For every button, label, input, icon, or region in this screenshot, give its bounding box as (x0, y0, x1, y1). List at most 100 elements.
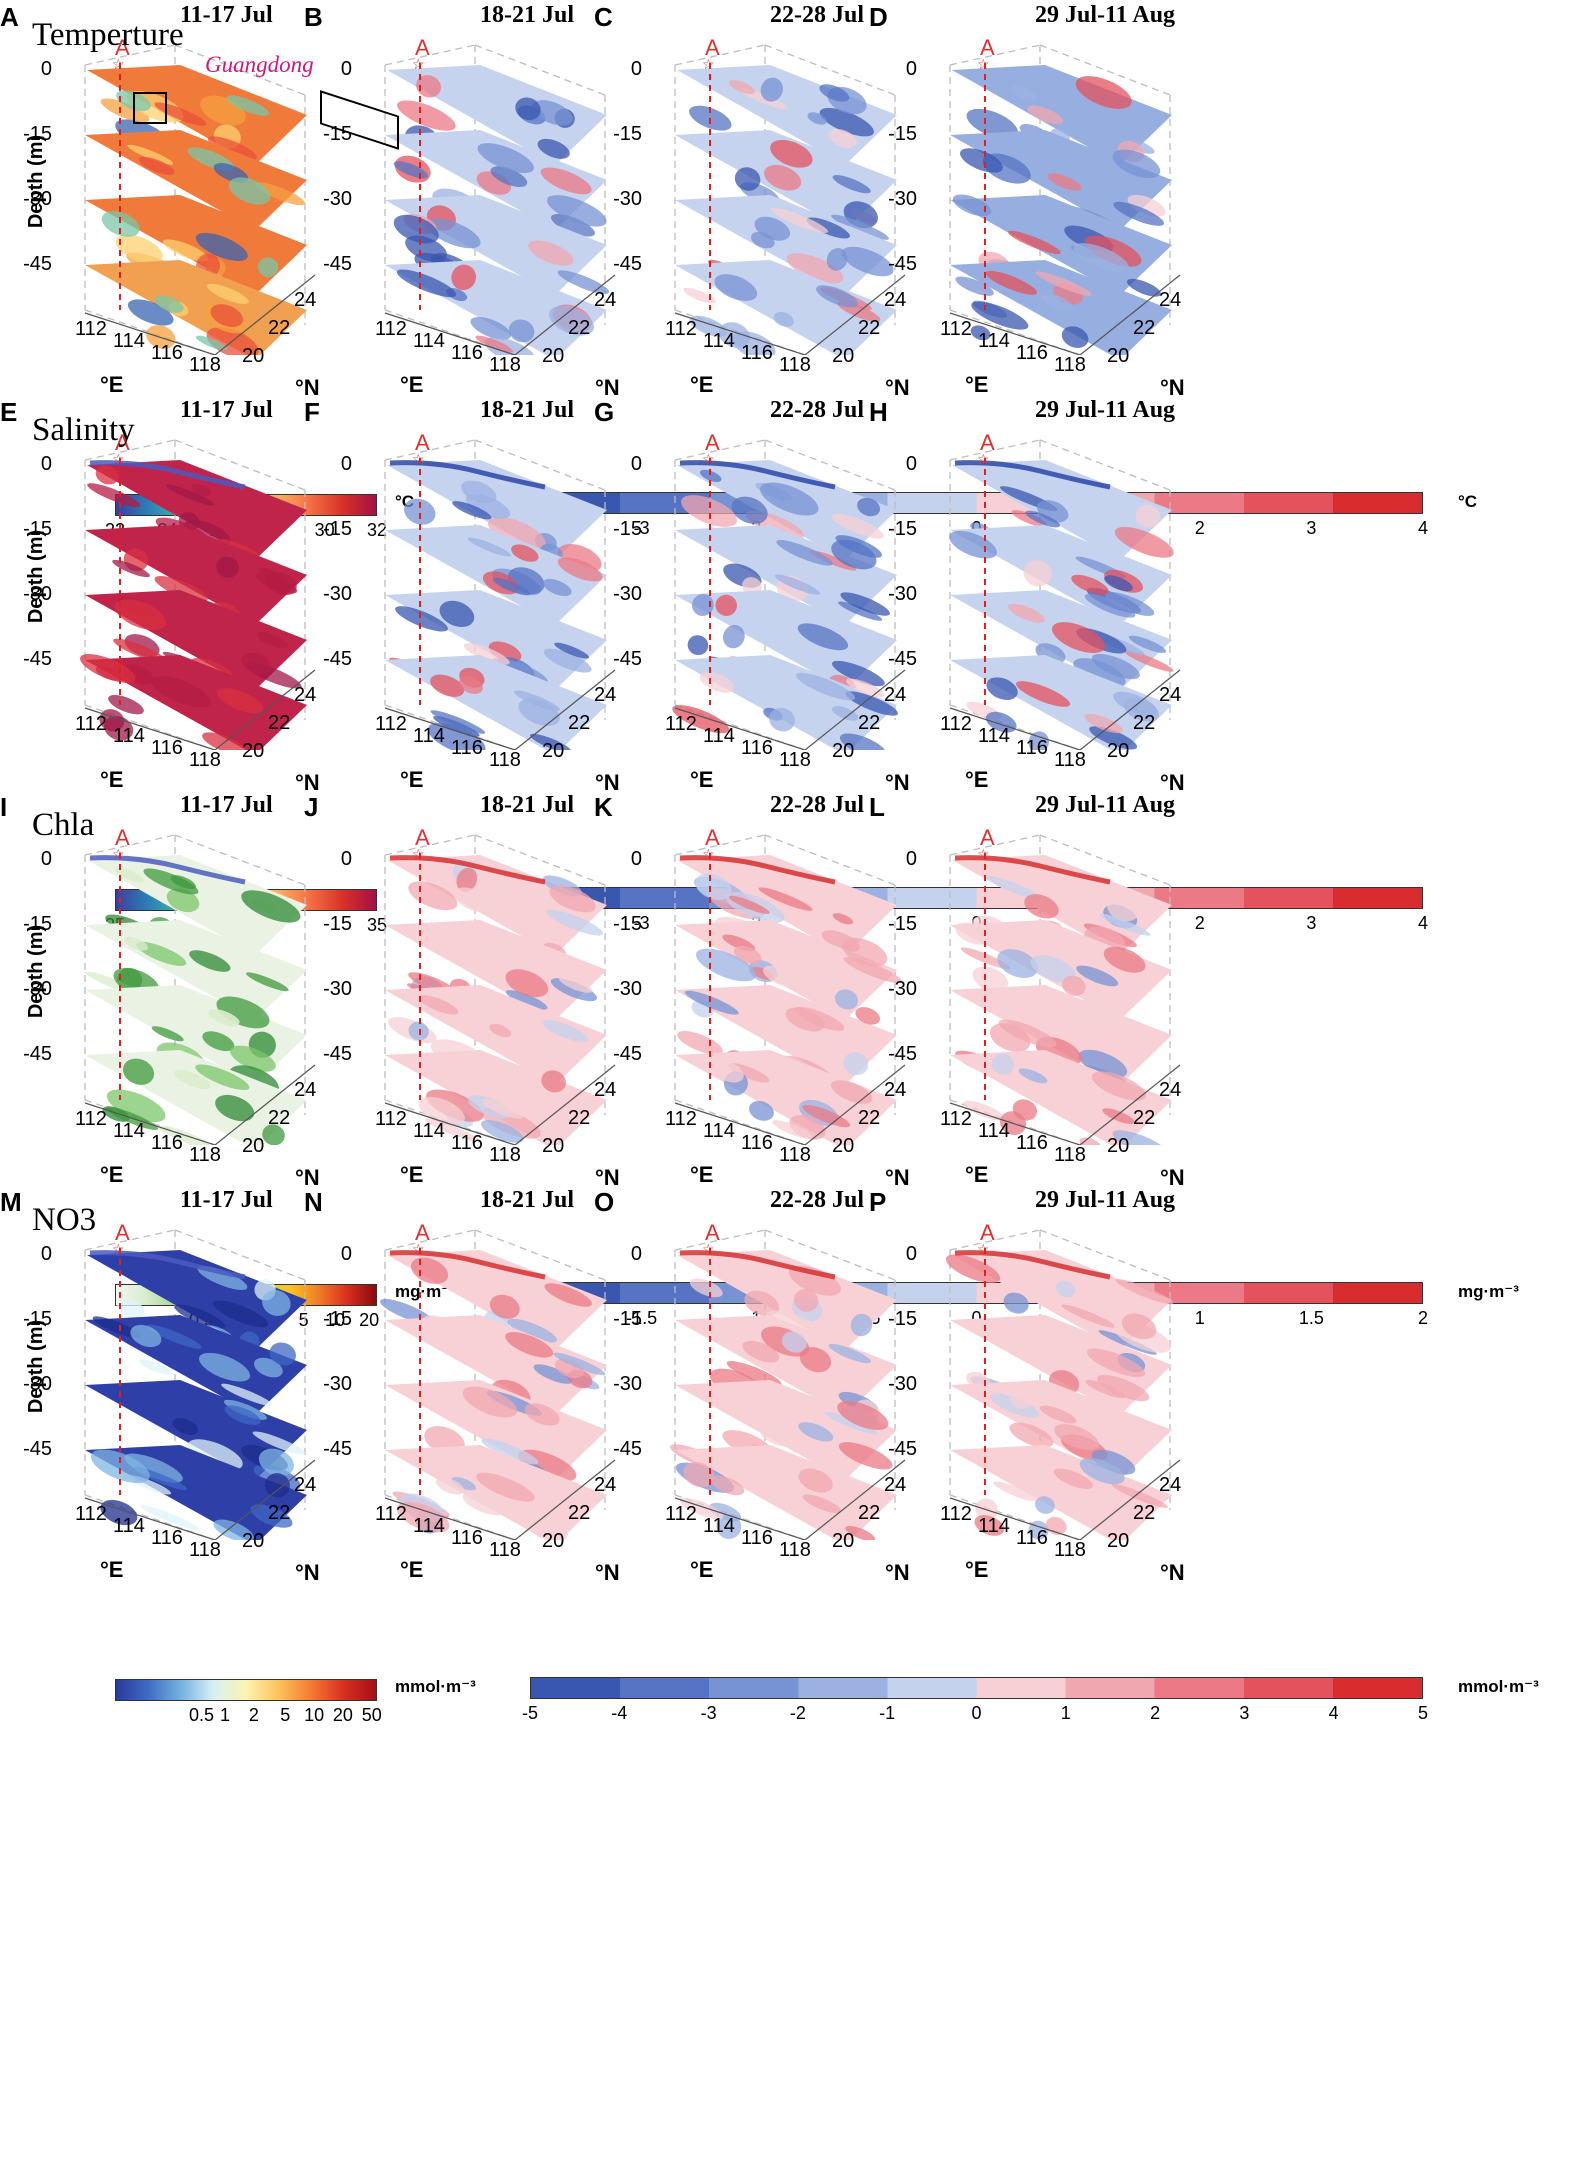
field-patch (430, 674, 465, 697)
field-patch (505, 969, 549, 998)
anom-colorbar-tick: 4 (1417, 913, 1429, 933)
lon-tick: 116 (741, 1527, 773, 1549)
field-patch (718, 322, 751, 348)
lon-tick: 116 (451, 1527, 483, 1549)
panel-letter-I: I (0, 792, 8, 822)
lat-tick: 20 (1107, 1530, 1130, 1552)
lat-tick: 22 (568, 1502, 591, 1524)
station-label: A (980, 825, 995, 850)
panel-plot-L: ☆A (949, 825, 1181, 1145)
box-guide-line (674, 834, 766, 856)
lon-tick: 114 (413, 1120, 445, 1142)
field-patch (1114, 526, 1174, 558)
field-patch (855, 1007, 881, 1025)
lat-tick: 20 (1107, 740, 1130, 762)
lon-tick: 114 (113, 1120, 145, 1142)
lon-tick: 114 (413, 725, 445, 747)
lon-tick: 112 (375, 318, 407, 340)
lon-tick: 118 (189, 749, 221, 771)
field-patch (139, 1359, 172, 1375)
anom-colorbar-tick: -5 (521, 1703, 539, 1723)
depth-layer-0 (87, 460, 307, 560)
depth-tick: -45 (23, 1043, 52, 1065)
lat-axis-label: °N (1160, 1165, 1185, 1190)
lat-tick: 20 (1107, 345, 1130, 367)
lat-tick: 20 (1107, 1135, 1130, 1157)
field-patch (1084, 713, 1123, 734)
lon-tick: 116 (451, 342, 483, 364)
field-patch (774, 574, 821, 595)
lat-axis-line (514, 274, 616, 355)
depth-tick: -45 (888, 648, 917, 670)
depth-tick: -45 (613, 648, 642, 670)
box-guide-line (674, 439, 766, 461)
field-patch (1079, 1457, 1125, 1485)
field-patch (802, 1494, 841, 1514)
depth-tick: -30 (613, 583, 642, 605)
field-patch (554, 642, 590, 659)
lat-tick: 20 (542, 740, 565, 762)
field-patch (952, 194, 992, 217)
lon-tick: 112 (375, 713, 407, 735)
depth-layer-1 (385, 1315, 607, 1415)
depth-axis-label: Depth (m) (25, 529, 48, 624)
lat-axis-label: °N (595, 770, 620, 795)
box-guide-line (674, 1229, 766, 1251)
anom-colorbar-unit: °C (1458, 492, 1478, 511)
field-patch (1055, 1280, 1076, 1298)
panel-title-J: 18-21 Jul (480, 792, 575, 818)
field-patch (1076, 965, 1119, 987)
field-patch (845, 678, 885, 698)
field-patch (557, 557, 603, 582)
field-patch (857, 497, 881, 517)
box-guide-line (384, 44, 476, 66)
field-patch (257, 257, 279, 278)
panel-title-I: 11-17 Jul (180, 792, 273, 818)
anom-colorbar-tick: 4 (1417, 518, 1429, 538)
depth-tick: -30 (23, 1373, 52, 1395)
field-patch (174, 1304, 226, 1329)
lat-axis-label: °N (595, 1560, 620, 1585)
panel-title-D: 29 Jul-11 Aug (1035, 2, 1176, 28)
depth-tick: -30 (613, 188, 642, 210)
field-patch (173, 1069, 211, 1090)
depth-layer-3 (675, 655, 897, 750)
station-star: ☆ (702, 1242, 715, 1258)
lat-tick: 20 (242, 1135, 265, 1157)
lon-tick: 118 (489, 354, 521, 376)
depth-tick: 0 (340, 848, 352, 870)
panel-letter-K: K (594, 792, 613, 822)
lon-axis-line (674, 1497, 806, 1540)
box-guide-line (949, 834, 1041, 856)
field-patch (819, 107, 874, 137)
station-star: ☆ (977, 847, 990, 863)
lon-tick: 114 (413, 330, 445, 352)
lon-tick: 116 (1016, 342, 1048, 364)
station-label: A (115, 35, 130, 60)
field-patch (1007, 230, 1061, 255)
field-patch (528, 240, 574, 266)
field-patch (1112, 149, 1161, 179)
field-patch (439, 600, 475, 628)
field-patch (489, 1023, 512, 1038)
station-star: ☆ (412, 452, 425, 468)
field-patch (477, 143, 534, 174)
lat-tick: 22 (1133, 1502, 1156, 1524)
field-patch (699, 469, 722, 482)
field-patch (515, 97, 541, 121)
field-patch (728, 895, 770, 914)
field-patch (773, 311, 794, 327)
panel-plot-M: ☆A (84, 1220, 316, 1540)
box-guide-line (949, 1229, 1041, 1251)
field-patch (802, 1105, 851, 1128)
field-patch (519, 1278, 579, 1309)
field-patch (463, 643, 510, 665)
field-patch (481, 1120, 524, 1143)
station-star: ☆ (412, 1242, 425, 1258)
field-patch (832, 175, 871, 194)
depth-tick: 0 (340, 453, 352, 475)
coastline-strip (679, 855, 836, 885)
depth-tick: -15 (323, 518, 352, 540)
field-patch (151, 1026, 184, 1042)
field-patch (264, 1473, 290, 1498)
